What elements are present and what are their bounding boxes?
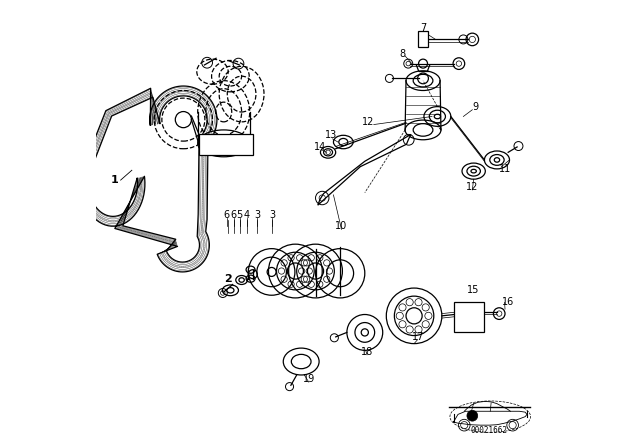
Circle shape xyxy=(458,419,470,431)
Text: 3: 3 xyxy=(254,210,260,220)
Text: 1: 1 xyxy=(111,175,118,185)
Text: 00021662: 00021662 xyxy=(471,426,508,435)
Text: 16: 16 xyxy=(502,297,515,307)
Text: 6: 6 xyxy=(230,210,237,220)
Text: 8: 8 xyxy=(399,49,405,59)
Text: 14: 14 xyxy=(314,142,326,152)
Text: 4: 4 xyxy=(244,210,250,220)
FancyBboxPatch shape xyxy=(199,134,253,155)
Text: 5: 5 xyxy=(237,210,243,220)
Text: 7: 7 xyxy=(420,23,426,33)
Text: 12: 12 xyxy=(362,117,374,127)
Text: 9: 9 xyxy=(473,102,479,112)
Text: 17: 17 xyxy=(412,332,424,342)
Text: 6: 6 xyxy=(224,210,230,220)
Text: 13: 13 xyxy=(324,130,337,140)
Text: 12: 12 xyxy=(466,182,479,192)
Text: 19: 19 xyxy=(303,375,315,384)
Text: 3: 3 xyxy=(269,210,275,220)
Circle shape xyxy=(507,419,518,431)
Text: 10: 10 xyxy=(335,221,348,231)
FancyBboxPatch shape xyxy=(418,31,428,47)
Text: 11: 11 xyxy=(499,164,511,174)
FancyBboxPatch shape xyxy=(454,302,484,332)
Text: 2: 2 xyxy=(224,274,232,284)
Text: 18: 18 xyxy=(361,347,373,357)
Polygon shape xyxy=(317,134,411,205)
Text: 15: 15 xyxy=(467,285,479,295)
Circle shape xyxy=(467,410,477,421)
